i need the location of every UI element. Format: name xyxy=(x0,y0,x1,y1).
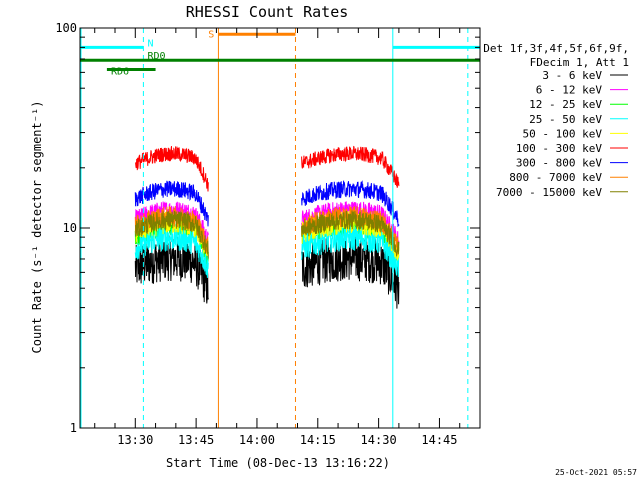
x-tick-label: 13:30 xyxy=(117,433,153,447)
legend-entry-label: 6 - 12 keV xyxy=(536,84,603,97)
y-tick-label: 100 xyxy=(55,21,77,35)
legend-entry-label: 300 - 800 keV xyxy=(516,157,602,170)
x-tick-label: 14:30 xyxy=(361,433,397,447)
legend-entry-label: 100 - 300 keV xyxy=(516,142,602,155)
flag-label-rd6: RD6 xyxy=(111,67,129,78)
legend: Det 1f,3f,4f,5f,6f,9f,FDecim 1, Att 13 -… xyxy=(483,42,629,199)
legend-header-line: FDecim 1, Att 1 xyxy=(530,56,629,69)
y-tick-label: 10 xyxy=(63,221,77,235)
footer-timestamp: 25-Oct-2021 05:57 xyxy=(555,468,637,477)
plot-area: N RD0 RD6 S 1 10 100 13:30 13:45 14:00 14:15 14:30 1… xyxy=(55,21,481,447)
y-axis-label: Count Rate (s⁻¹ detector segment⁻¹) xyxy=(30,101,44,354)
series-line-3-6-keV xyxy=(134,235,400,309)
legend-entry-label: 12 - 25 keV xyxy=(529,98,602,111)
legend-header-line: Det 1f,3f,4f,5f,6f,9f, xyxy=(483,42,629,55)
series-line-300-800-keV xyxy=(134,180,400,228)
y-tick-label: 1 xyxy=(70,421,77,435)
x-axis-label: Start Time (08-Dec-13 13:16:22) xyxy=(166,456,390,470)
chart-title: RHESSI Count Rates xyxy=(186,3,349,21)
legend-entry-label: 7000 - 15000 keV xyxy=(496,186,602,199)
x-tick-label: 14:45 xyxy=(421,433,457,447)
legend-entry-label: 25 - 50 keV xyxy=(529,113,602,126)
flag-label-rd0: RD0 xyxy=(147,51,165,62)
x-tick-label: 14:15 xyxy=(300,433,336,447)
series-line-7000-15000-keV xyxy=(134,210,400,259)
flag-label-s: S xyxy=(208,29,214,40)
legend-entry-label: 3 - 6 keV xyxy=(542,69,602,82)
x-tick-label: 13:45 xyxy=(178,433,214,447)
series-line-100-300-keV xyxy=(135,145,400,192)
legend-entry-label: 800 - 7000 keV xyxy=(509,171,602,184)
flag-label-n: N xyxy=(147,38,153,49)
legend-entry-label: 50 - 100 keV xyxy=(523,127,603,140)
x-tick-label: 14:00 xyxy=(239,433,275,447)
